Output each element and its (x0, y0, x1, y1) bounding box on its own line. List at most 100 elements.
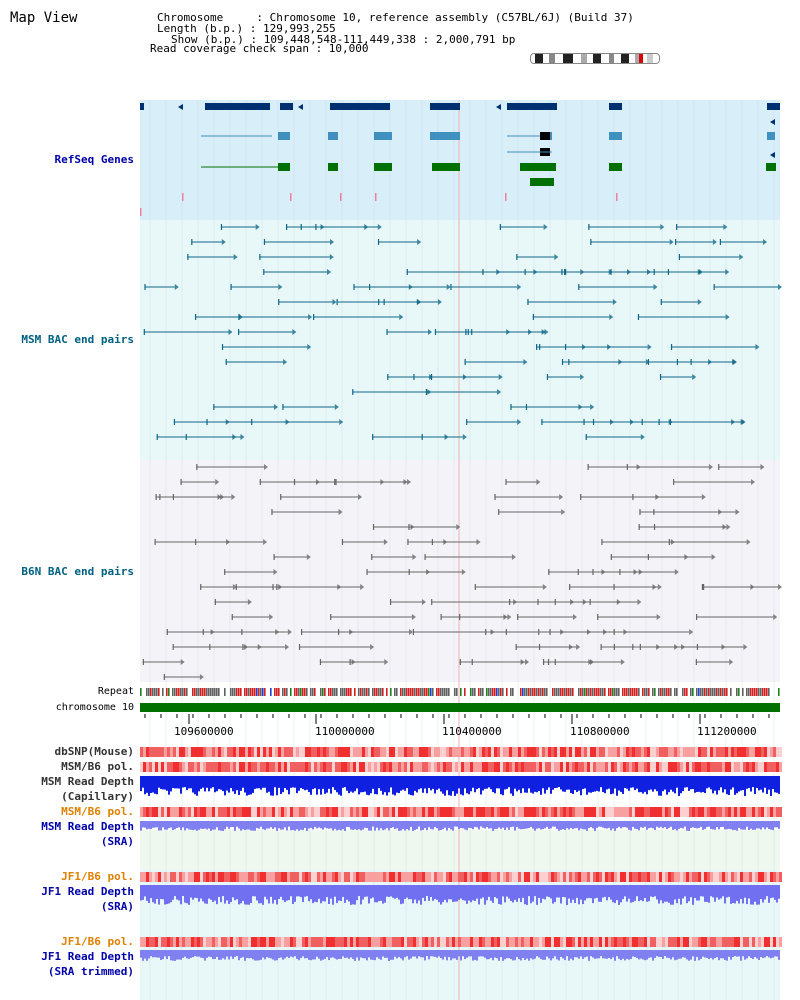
msm-capillary-depth-bar (396, 776, 398, 793)
polymorphism-cell (641, 872, 644, 882)
refseq-genes-label[interactable]: RefSeq Genes (54, 153, 134, 166)
marker-tick (290, 193, 292, 201)
repeat-element (180, 688, 182, 696)
jf1-sra-depth-bar (204, 885, 206, 904)
repeat-element (214, 688, 216, 696)
jf1-sra-depth-bar (620, 885, 622, 903)
polymorphism-cell (230, 937, 233, 947)
jf1-trimmed-depth-bar (206, 950, 208, 958)
polymorphism-cell (167, 762, 170, 772)
polymorphism-cell (515, 807, 518, 817)
polymorphism-cell (656, 807, 659, 817)
polymorphism-cell (539, 762, 542, 772)
polymorphism-cell (722, 872, 725, 882)
jf1-sra-depth-bar (190, 885, 192, 898)
msm-capillary-depth-bar (564, 776, 566, 792)
msm-capillary-depth-bar (716, 776, 718, 795)
repeat-element (714, 688, 716, 696)
polymorphism-cell (371, 807, 374, 817)
msm-bac-end-pair (660, 299, 662, 305)
jf1-sra-depth-bar (424, 885, 426, 902)
repeat-element (408, 688, 410, 696)
b6n-bac-end-pair (572, 614, 577, 620)
msm-capillary-depth-bar (216, 776, 218, 792)
msm-sra-depth-bar (242, 821, 244, 830)
gene-strand-arrow (178, 104, 183, 110)
msm-sra-depth-bar (718, 821, 720, 830)
dbsnp-density-cell (566, 747, 569, 757)
polymorphism-cell (599, 807, 602, 817)
b6n-bac-end-pair (570, 599, 575, 605)
repeat-element (712, 688, 714, 696)
b6n-bac-end-pair (773, 614, 778, 620)
dbsnp-density-cell (710, 747, 713, 757)
polymorphism-cell (650, 762, 653, 772)
polymorphism-cell (500, 762, 503, 772)
jf1-sra-depth-bar (282, 885, 284, 901)
polymorphism-cell (251, 807, 254, 817)
polymorphism-cell (539, 872, 542, 882)
repeat-element (174, 688, 176, 696)
jf1-sra-depth-bar (200, 885, 202, 899)
polymorphism-cell (254, 762, 257, 772)
polymorphism-cell (371, 872, 374, 882)
polymorphism-cell (467, 762, 470, 772)
polymorphism-cell (671, 872, 674, 882)
polymorphism-cell (392, 762, 395, 772)
polymorphism-cell (638, 807, 641, 817)
msm-bac-end-pair (739, 254, 744, 260)
msm-sra-depth-bar (594, 821, 596, 831)
jf1-trimmed-depth-bar (234, 950, 236, 957)
polymorphism-cell (203, 937, 206, 947)
polymorphism-cell (257, 872, 260, 882)
polymorphism-cell (476, 872, 479, 882)
chromosome-ideogram[interactable] (530, 53, 660, 64)
msm-bac-end-pair (143, 329, 145, 335)
jf1-trimmed-depth-bar (440, 950, 442, 959)
msm-capillary-depth-bar (164, 776, 166, 790)
msm-capillary-depth-bar (404, 776, 406, 791)
msm-capillary-depth-bar (344, 776, 346, 788)
msm-capillary-depth-bar (224, 776, 226, 796)
dbsnp-density-cell (542, 747, 545, 757)
repeat-element (456, 688, 458, 696)
msm-bac-label[interactable]: MSM BAC end pairs (21, 333, 134, 346)
msm-bac-end-pair (386, 329, 388, 335)
polymorphism-cell (440, 872, 443, 882)
jf1-sra-depth-bar (512, 885, 514, 903)
repeat-element (662, 688, 664, 696)
msm-capillary-depth-bar (374, 776, 376, 795)
polymorphism-cell (275, 762, 278, 772)
jf1-trimmed-depth-bar (168, 950, 170, 957)
msm-capillary-depth-bar (308, 776, 310, 793)
jf1-trimmed-depth-bar (712, 950, 714, 960)
dbsnp-density-cell (239, 747, 242, 757)
polymorphism-cell (185, 872, 188, 882)
jf1-trimmed-depth-bar (140, 950, 142, 958)
msm-capillary-depth-bar (168, 776, 170, 795)
msm-sra-depth-bar (362, 821, 364, 830)
polymorphism-cell (209, 807, 212, 817)
jf1-trimmed-depth-bar (764, 950, 766, 958)
jf1-sra-depth-bar (434, 885, 436, 899)
jf1-sra-depth-bar (384, 885, 386, 903)
polymorphism-cell (329, 762, 332, 772)
polymorphism-cell (332, 807, 335, 817)
b6n-bac-label[interactable]: B6N BAC end pairs (21, 565, 134, 578)
jf1-sra-depth-bar (688, 885, 690, 902)
jf1-trimmed-depth-bar (260, 950, 262, 960)
polymorphism-cell (596, 872, 599, 882)
msm-capillary-depth-bar (514, 776, 516, 789)
polymorphism-cell (455, 937, 458, 947)
jf1-sra-depth-bar (216, 885, 218, 905)
repeat-element (686, 688, 688, 696)
jf1-sra-depth-bar (646, 885, 648, 902)
msm-sra-depth-bar (438, 821, 440, 831)
msm-bac-end-pair (286, 224, 288, 230)
jf1-trimmed-depth-bar (164, 950, 166, 957)
repeat-element (700, 688, 702, 696)
jf1-trimmed-depth-bar (524, 950, 526, 960)
jf1-trimmed-depth-bar (448, 950, 450, 957)
msm-sra-depth-bar (764, 821, 766, 830)
